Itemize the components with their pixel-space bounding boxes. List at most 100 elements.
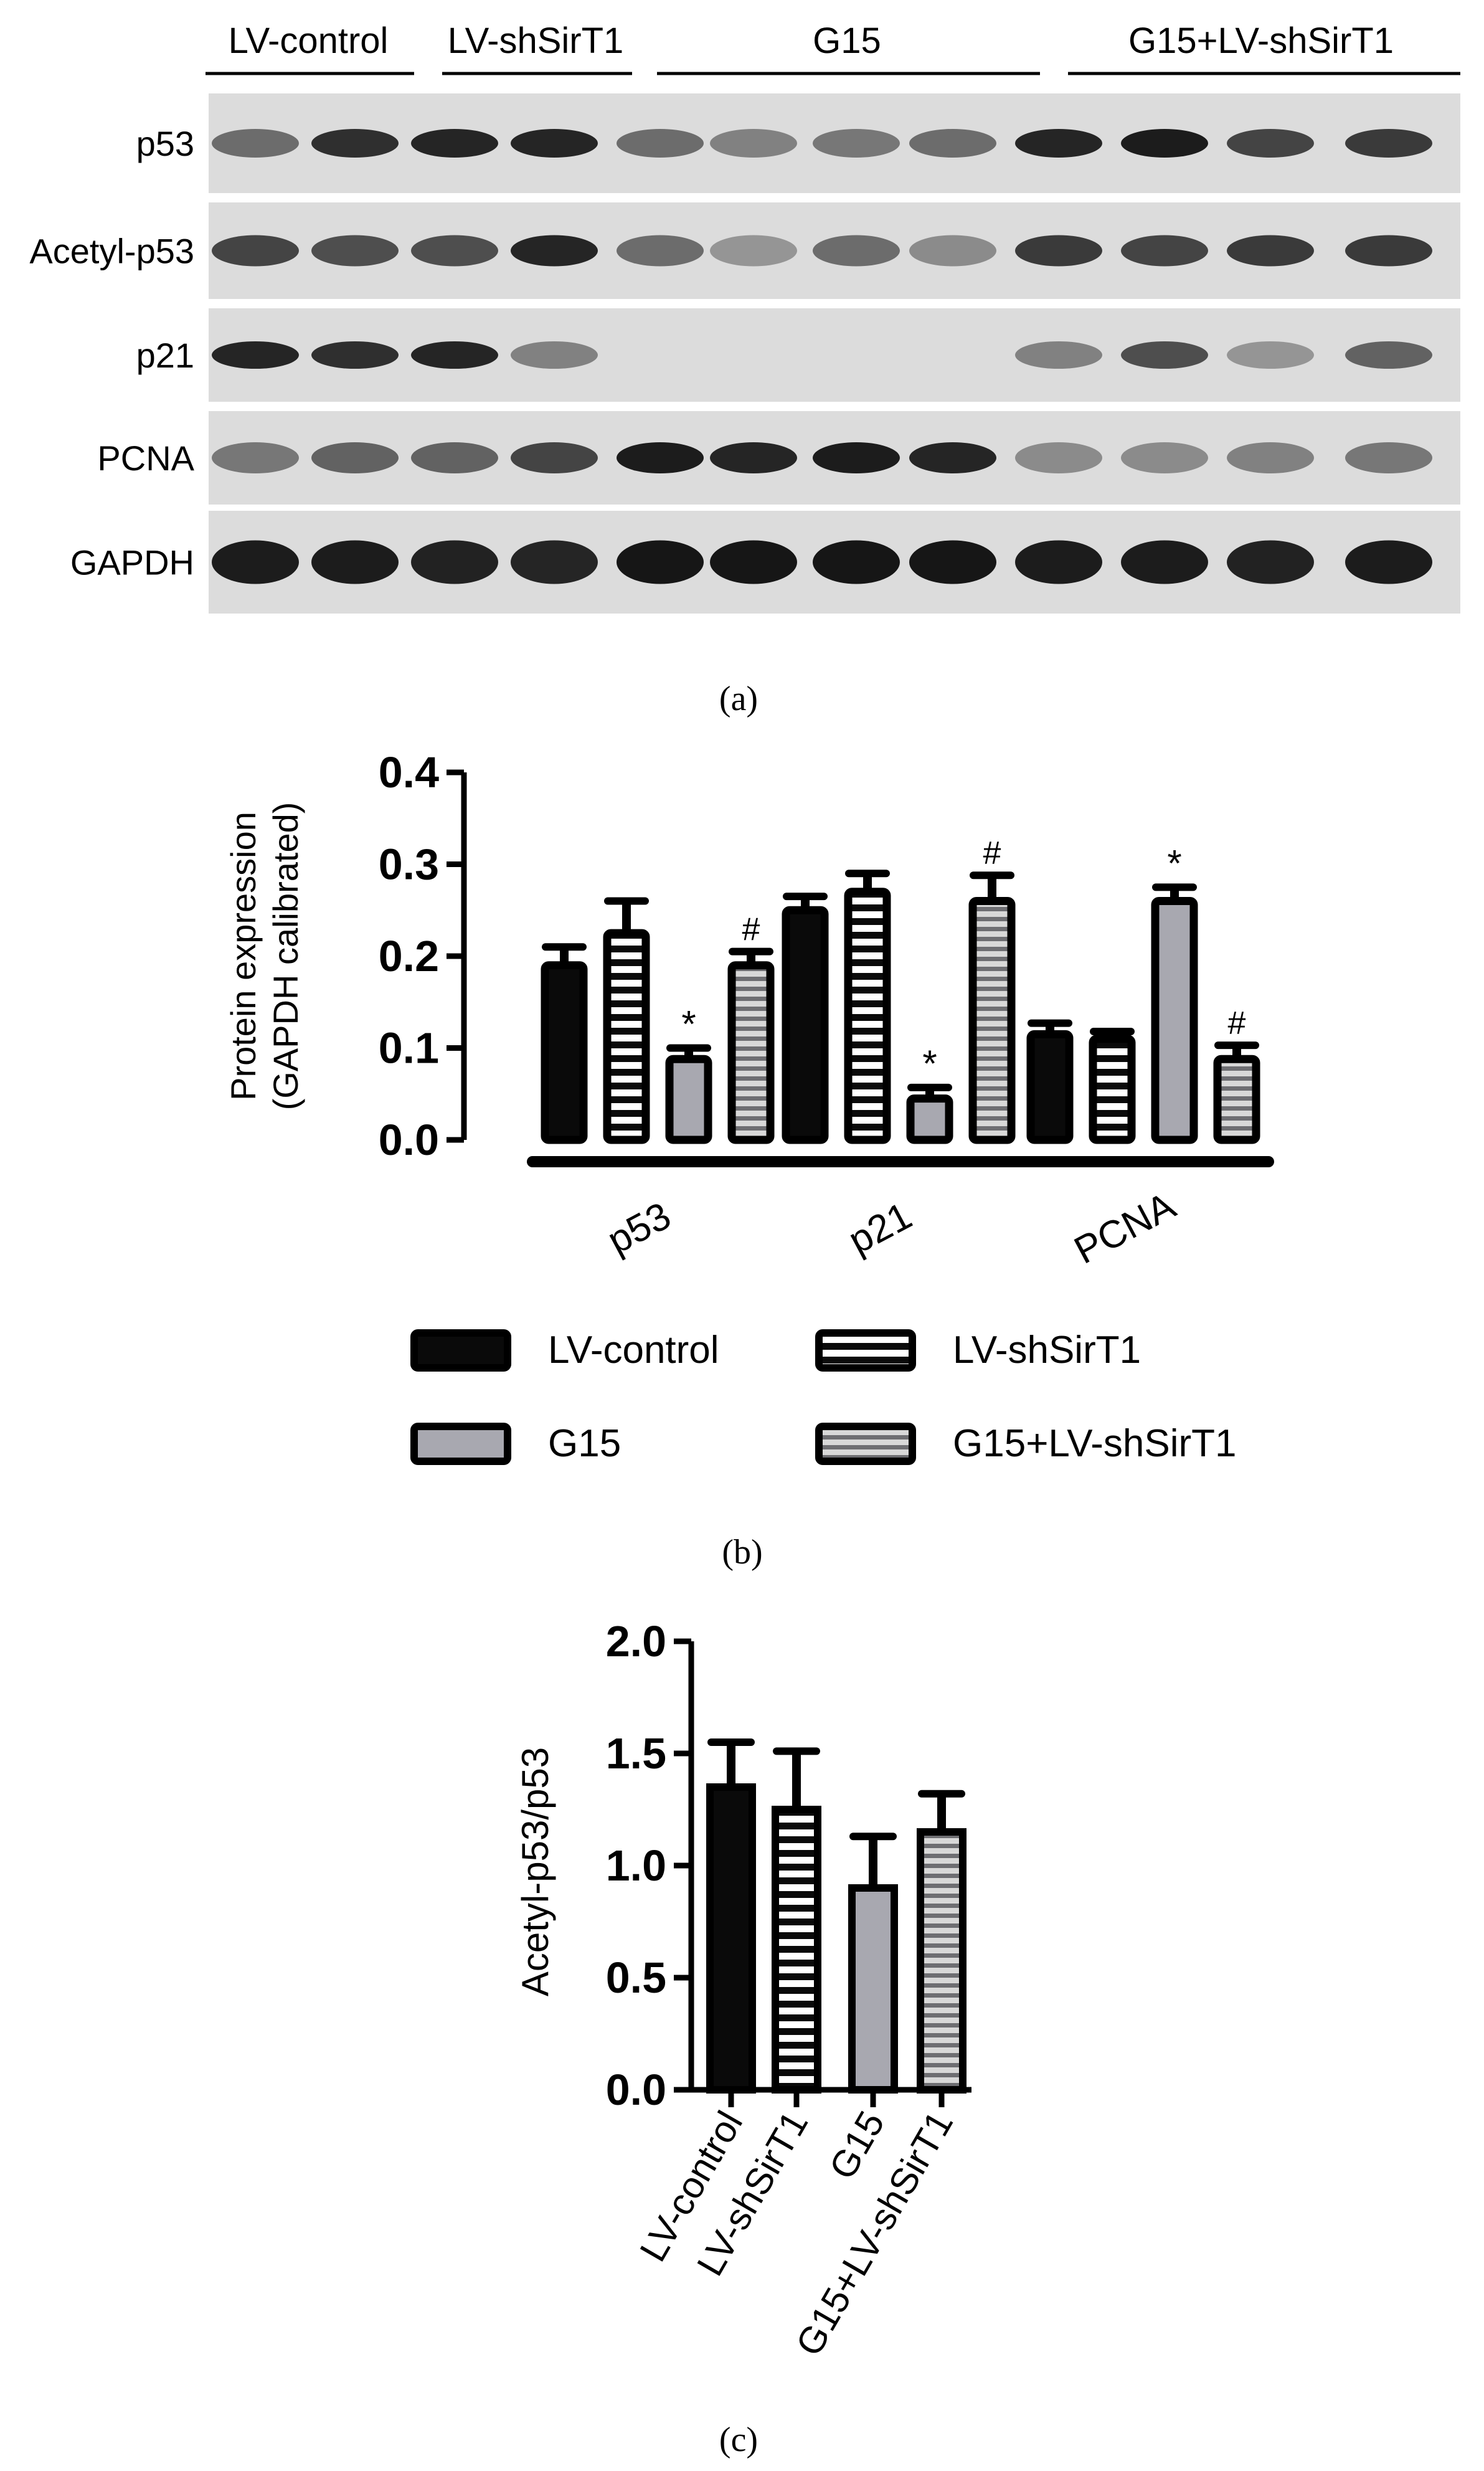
- c-bar: [848, 1884, 898, 2094]
- blot-band: [411, 129, 498, 158]
- c-y-tick-label: 0.5: [606, 1953, 666, 2002]
- blot-band: [1227, 540, 1314, 584]
- blot-group-label: LV-control: [229, 21, 389, 61]
- blot-band: [813, 540, 900, 584]
- b-bar: [782, 906, 829, 1144]
- blot-band: [511, 341, 598, 369]
- blot-band: [909, 540, 996, 584]
- blot-band: [411, 540, 498, 584]
- c-y-tick-label: 1.0: [606, 1841, 666, 1890]
- blot-band: [1015, 341, 1102, 369]
- blot-band: [411, 442, 498, 473]
- b-bar: [603, 929, 650, 1144]
- b-bar: [968, 897, 1016, 1144]
- b-legend-swatch: [815, 1329, 916, 1372]
- panel-a-label: (a): [719, 680, 758, 718]
- b-y-tick-label: 0.2: [379, 932, 439, 980]
- b-bar: [1089, 1035, 1136, 1144]
- c-bar: [706, 1783, 756, 2094]
- protein-expression-chart: 0.0 0.1 0.2 0.3 0.4 Protein expression (GAPDH …: [224, 748, 1274, 1572]
- b-legend-label: G15: [548, 1422, 621, 1465]
- b-y-tick-label: 0.3: [379, 840, 439, 889]
- b-significance-mark: *: [681, 1003, 696, 1045]
- blot-band: [1121, 129, 1208, 158]
- c-y-tick-label: 1.5: [606, 1729, 666, 1778]
- blot-band: [212, 235, 299, 267]
- blot-band: [1015, 235, 1102, 267]
- c-chart-marks: 0.00.51.01.52.0Acetyl-p53/p53LV-controlL…: [514, 1617, 971, 2363]
- blot-band: [1227, 341, 1314, 369]
- blot-row-label: Acetyl-p53: [29, 232, 194, 271]
- b-bar: [1151, 897, 1198, 1144]
- b-category-label: p21: [842, 1194, 919, 1262]
- b-y-tick-label: 0.0: [379, 1116, 439, 1164]
- blot-band: [909, 442, 996, 473]
- blot-band: [1345, 442, 1432, 473]
- b-significance-mark: *: [1167, 842, 1181, 884]
- blot-band: [1227, 442, 1314, 473]
- blot-band: [617, 540, 704, 584]
- c-y-tick-label: 2.0: [606, 1617, 666, 1666]
- panel-b-label: (b): [722, 1533, 762, 1572]
- blot-band: [710, 235, 797, 267]
- b-legend-swatch: [815, 1423, 916, 1465]
- blot-band: [1227, 129, 1314, 158]
- blot-band: [617, 235, 704, 267]
- b-significance-mark: *: [922, 1043, 937, 1084]
- b-y-axis-label: Protein expression: [224, 812, 263, 1101]
- blot-band: [411, 235, 498, 267]
- blot-band: [710, 129, 797, 158]
- b-category-label: p53: [601, 1194, 678, 1262]
- blot-band: [710, 442, 797, 473]
- blot-group-label: G15+LV-shSirT1: [1128, 21, 1394, 61]
- blot-band: [1345, 235, 1432, 267]
- c-category-label: G15: [821, 2104, 893, 2186]
- blot-band: [813, 235, 900, 267]
- b-significance-mark: #: [983, 835, 1001, 871]
- blot-band: [1345, 540, 1432, 584]
- blot-band: [212, 129, 299, 158]
- blot-band: [1015, 129, 1102, 158]
- blot-band: [813, 442, 900, 473]
- blot-band: [617, 129, 704, 158]
- b-legend-label: G15+LV-shSirT1: [953, 1422, 1236, 1465]
- blot-band: [212, 341, 299, 369]
- c-y-axis-label: Acetyl-p53/p53: [514, 1747, 556, 1996]
- western-blot-panel: LV-control LV-shSirT1 G15 G15+LV-shSirT1 p5…: [29, 21, 1460, 718]
- b-chart-marks: 0.0 0.1 0.2 0.3 0.4 Protein expression (GAPDH …: [224, 748, 1274, 1273]
- b-bar: [1213, 1055, 1260, 1144]
- b-legend-label: LV-shSirT1: [953, 1329, 1141, 1372]
- b-bar: [844, 888, 891, 1144]
- blot-band: [617, 442, 704, 473]
- blot-band: [311, 442, 399, 473]
- blot-band: [1121, 442, 1208, 473]
- blot-band: [311, 235, 399, 267]
- b-y-tick-label: 0.1: [379, 1024, 439, 1073]
- blot-row-label: GAPDH: [70, 543, 194, 582]
- blot-group-headers: LV-control LV-shSirT1 G15 G15+LV-shSirT1: [206, 21, 1460, 75]
- blot-band: [411, 341, 498, 369]
- blot-band: [1345, 341, 1432, 369]
- blot-band: [710, 540, 797, 584]
- c-bar: [772, 1806, 821, 2094]
- b-category-label: PCNA: [1067, 1184, 1183, 1273]
- blot-band: [511, 129, 598, 158]
- panel-c-label: (c): [719, 2421, 758, 2459]
- blot-band: [212, 442, 299, 473]
- b-legend-swatch: [410, 1329, 511, 1372]
- blot-band: [1121, 540, 1208, 584]
- blot-band: [1015, 442, 1102, 473]
- blot-band: [909, 235, 996, 267]
- b-significance-mark: #: [1228, 1005, 1246, 1041]
- acetyl-ratio-chart: 0.00.51.01.52.0Acetyl-p53/p53LV-controlL…: [514, 1617, 971, 2459]
- b-significance-mark: #: [742, 912, 760, 948]
- blot-rows: p53 Acetyl-p53 p21 PCNA GAPDH: [29, 93, 1460, 614]
- b-bar: [1026, 1030, 1074, 1144]
- blot-group-label: G15: [813, 21, 881, 61]
- blot-band: [511, 442, 598, 473]
- blot-band: [813, 129, 900, 158]
- blot-band: [1227, 235, 1314, 267]
- blot-band: [311, 129, 399, 158]
- blot-band: [1121, 341, 1208, 369]
- b-y-tick-label: 0.4: [379, 748, 439, 797]
